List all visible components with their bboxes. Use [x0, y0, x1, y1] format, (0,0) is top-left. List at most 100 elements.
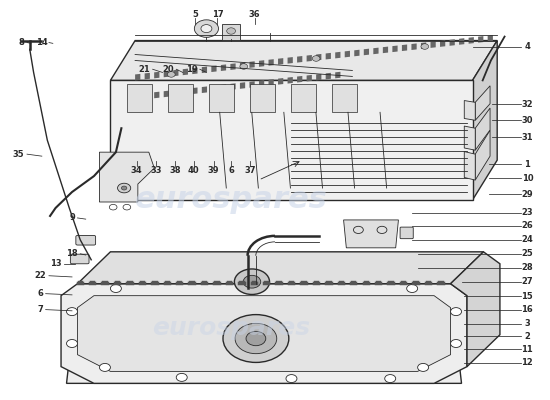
Polygon shape [78, 252, 483, 284]
Text: 7: 7 [37, 305, 43, 314]
Polygon shape [240, 62, 245, 69]
Polygon shape [230, 63, 235, 70]
Circle shape [235, 323, 277, 354]
Polygon shape [450, 252, 500, 367]
Polygon shape [297, 76, 302, 82]
Polygon shape [402, 44, 407, 51]
Polygon shape [183, 88, 188, 95]
Polygon shape [192, 68, 197, 74]
Polygon shape [440, 40, 446, 47]
Polygon shape [291, 84, 316, 112]
Circle shape [123, 204, 131, 210]
Polygon shape [209, 84, 234, 112]
Polygon shape [449, 39, 455, 46]
Polygon shape [475, 130, 490, 180]
FancyBboxPatch shape [222, 24, 240, 40]
Polygon shape [202, 86, 207, 93]
Circle shape [100, 364, 111, 372]
Text: 23: 23 [521, 208, 533, 217]
Polygon shape [230, 83, 235, 90]
Polygon shape [78, 296, 450, 372]
Circle shape [176, 373, 187, 381]
Polygon shape [135, 74, 140, 80]
Text: 2: 2 [524, 332, 530, 341]
Text: 12: 12 [521, 358, 534, 367]
Polygon shape [221, 84, 226, 91]
Polygon shape [464, 100, 475, 120]
Text: eurospares: eurospares [135, 186, 327, 214]
Polygon shape [373, 48, 378, 54]
Circle shape [450, 308, 461, 316]
Circle shape [417, 364, 428, 372]
Circle shape [240, 64, 248, 69]
Polygon shape [145, 73, 150, 79]
Text: 27: 27 [521, 277, 533, 286]
Polygon shape [326, 53, 331, 60]
Polygon shape [344, 220, 398, 248]
Polygon shape [67, 288, 461, 383]
Polygon shape [211, 85, 217, 92]
Polygon shape [475, 86, 490, 120]
Circle shape [227, 28, 235, 34]
Text: 39: 39 [208, 166, 219, 175]
Polygon shape [392, 46, 398, 52]
Text: 40: 40 [188, 166, 200, 175]
Circle shape [67, 308, 78, 316]
Polygon shape [135, 94, 140, 100]
Text: 17: 17 [212, 10, 223, 19]
Polygon shape [100, 152, 155, 202]
Circle shape [384, 374, 395, 382]
Polygon shape [192, 88, 197, 94]
Polygon shape [154, 92, 160, 98]
Polygon shape [354, 50, 360, 56]
Text: 24: 24 [521, 235, 534, 244]
Text: 28: 28 [521, 263, 533, 272]
Circle shape [118, 183, 131, 193]
Polygon shape [297, 56, 302, 62]
FancyBboxPatch shape [400, 227, 413, 239]
Text: 4: 4 [524, 42, 530, 51]
Polygon shape [472, 40, 497, 200]
Polygon shape [431, 41, 436, 48]
Polygon shape [411, 44, 417, 50]
Text: 29: 29 [521, 190, 533, 198]
Polygon shape [288, 57, 293, 64]
Polygon shape [278, 58, 283, 65]
Text: 22: 22 [34, 271, 46, 280]
Text: 34: 34 [131, 166, 142, 175]
Circle shape [312, 56, 320, 61]
Circle shape [67, 340, 78, 348]
Text: 9: 9 [69, 214, 75, 222]
Text: 16: 16 [521, 305, 534, 314]
Circle shape [122, 186, 127, 190]
Circle shape [167, 72, 175, 77]
Polygon shape [268, 59, 274, 66]
Polygon shape [364, 49, 369, 55]
Polygon shape [250, 61, 255, 68]
FancyBboxPatch shape [70, 254, 89, 264]
Text: 8: 8 [19, 38, 24, 47]
Polygon shape [326, 73, 331, 79]
Text: 1: 1 [524, 160, 530, 169]
Text: 18: 18 [66, 249, 78, 258]
Polygon shape [332, 84, 357, 112]
Text: 5: 5 [192, 10, 199, 19]
Polygon shape [345, 51, 350, 57]
Polygon shape [111, 80, 472, 200]
Text: 15: 15 [521, 292, 534, 301]
Polygon shape [259, 60, 264, 67]
Polygon shape [316, 54, 321, 60]
Text: 33: 33 [150, 166, 162, 175]
Polygon shape [469, 37, 474, 44]
Circle shape [243, 275, 261, 288]
Polygon shape [61, 284, 467, 383]
Text: 13: 13 [50, 259, 62, 268]
Polygon shape [478, 36, 483, 43]
Text: 14: 14 [36, 38, 48, 47]
Circle shape [223, 315, 289, 362]
Text: 10: 10 [521, 174, 533, 182]
Circle shape [194, 20, 218, 37]
Polygon shape [335, 52, 340, 58]
Polygon shape [168, 84, 192, 112]
Text: eurospares: eurospares [152, 316, 310, 340]
